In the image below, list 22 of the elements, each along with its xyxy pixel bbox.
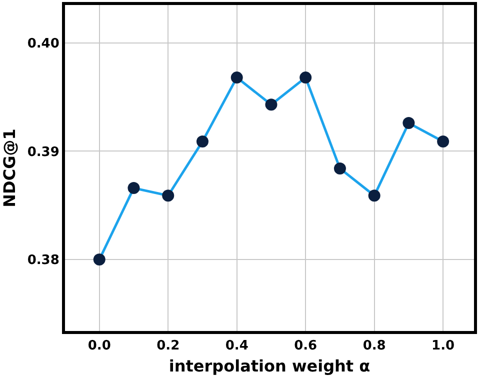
point: [402, 117, 415, 130]
point: [196, 135, 208, 148]
x-tick-label: 0.0: [88, 338, 111, 354]
y-tick-label: 0.40: [27, 36, 60, 52]
x-tick-label: 0.6: [294, 338, 318, 354]
point: [93, 254, 106, 266]
x-axis-title: interpolation weight α: [168, 356, 370, 376]
point: [230, 72, 243, 84]
point: [162, 190, 174, 202]
point: [334, 162, 346, 175]
point: [128, 182, 140, 194]
point: [368, 190, 380, 202]
x-tick-label: 0.8: [362, 338, 386, 354]
point: [437, 135, 450, 148]
x-tick-label: 0.4: [225, 338, 248, 354]
y-tick-label: 0.39: [27, 144, 60, 160]
x-tick-label: 0.2: [156, 338, 180, 354]
point: [265, 98, 278, 111]
y-axis-title: NDCG@1: [0, 128, 20, 208]
point: [300, 72, 312, 84]
x-tick-label: 1.0: [432, 338, 455, 354]
y-tick-label: 0.38: [27, 253, 60, 268]
